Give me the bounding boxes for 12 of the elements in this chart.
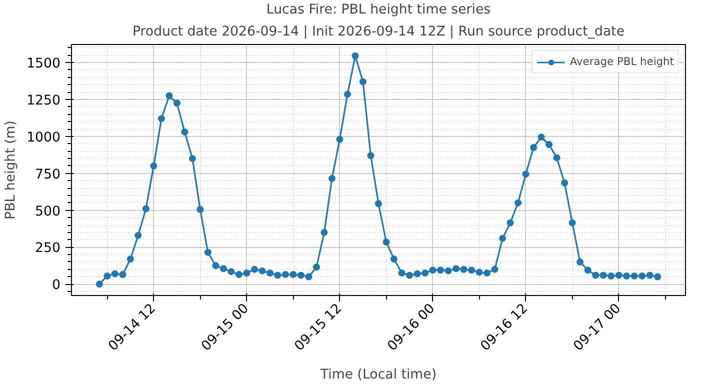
chart-subtitle: Product date 2026-09-14 | Init 2026-09-14 12Z | Run source product_date [132, 24, 625, 40]
chart-title: Lucas Fire: PBL height time series [266, 2, 491, 18]
y-tick-label: 1500 [26, 56, 61, 72]
y-tick-label: 750 [35, 167, 61, 182]
y-axis-title: PBL height (m) [4, 120, 19, 220]
y-tick-label: 1250 [26, 93, 61, 108]
y-tick-label: 0 [52, 278, 61, 294]
legend-label: Average PBL height [570, 55, 674, 68]
y-tick-label: 1000 [26, 130, 61, 146]
y-tick-label: 500 [35, 204, 61, 220]
x-axis-title: Time (Local time) [319, 367, 437, 382]
y-tick-label: 250 [35, 241, 61, 256]
